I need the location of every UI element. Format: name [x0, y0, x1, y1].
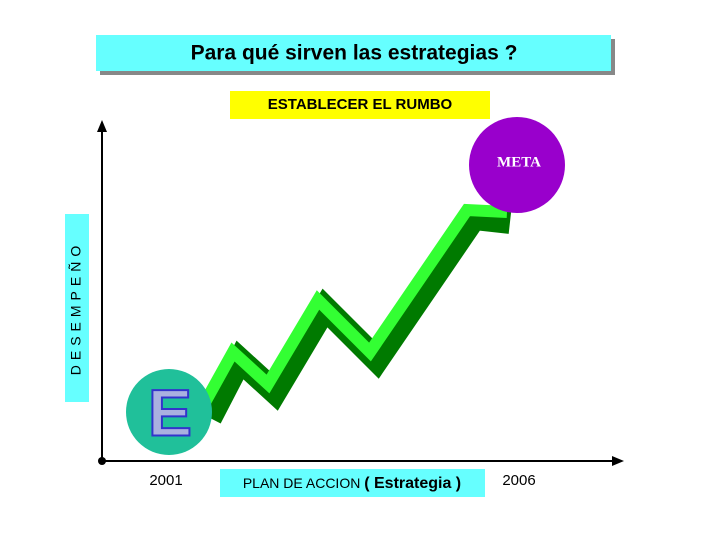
goal-label: META	[497, 154, 541, 170]
start-badge: E	[148, 375, 192, 449]
title-box	[96, 35, 611, 71]
y-arrow	[97, 120, 107, 132]
end-year: 2006	[502, 472, 535, 489]
y-label: DESEMPEÑO	[68, 241, 84, 375]
origin	[98, 457, 106, 465]
arrow-top	[197, 203, 508, 409]
subtitle: ESTABLECER EL RUMBO	[268, 96, 453, 113]
y-label-box	[65, 214, 89, 402]
subtitle-box	[230, 91, 490, 119]
title: Para qué sirven las estrategias ?	[191, 42, 518, 65]
x-label-emphasis: ( Estrategia )	[364, 475, 461, 492]
x-label-box	[220, 469, 485, 497]
goal-circle	[469, 117, 565, 213]
start-circle	[126, 369, 212, 455]
x-label: PLAN DE ACCION	[243, 475, 360, 491]
x-label-line: PLAN DE ACCION ( Estrategia )	[243, 475, 461, 493]
arrow-side	[199, 205, 512, 424]
x-arrow	[612, 456, 624, 466]
start-year: 2001	[149, 472, 182, 489]
